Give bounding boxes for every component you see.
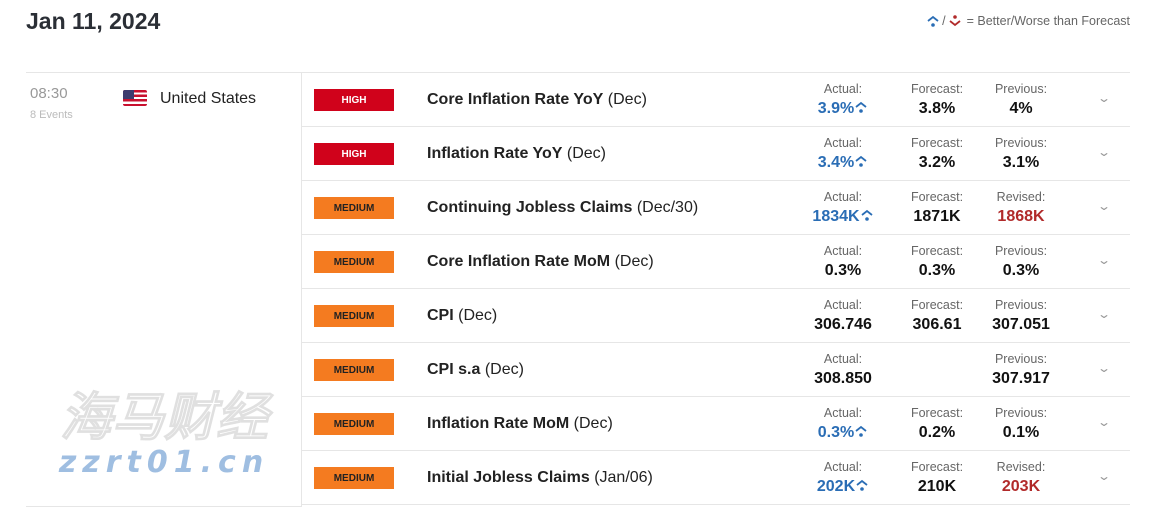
previous-col: Previous: 307.917 [976, 352, 1066, 388]
event-count: 8 Events [30, 109, 73, 121]
event-name[interactable]: Core Inflation Rate MoM (Dec) [427, 253, 654, 270]
previous-value: 3.1% [1002, 154, 1040, 171]
legend-text: = Better/Worse than Forecast [966, 14, 1130, 28]
legend: / = Better/Worse than Forecast [926, 14, 1130, 28]
forecast-value: 0.2% [918, 424, 956, 441]
chevron-down-icon[interactable]: ⌄ [1096, 415, 1112, 429]
forecast-value: 210K [917, 478, 957, 495]
event-row[interactable]: HIGH Inflation Rate YoY (Dec) Actual: 3.4… [302, 127, 1130, 181]
better-arrow-icon [855, 425, 867, 437]
actual-col: Actual: 3.4% [798, 136, 888, 172]
chevron-down-icon[interactable]: ⌄ [1096, 361, 1112, 375]
forecast-value: 0.3% [918, 262, 956, 279]
impact-badge: MEDIUM [314, 413, 394, 435]
event-name[interactable]: Inflation Rate MoM (Dec) [427, 415, 613, 432]
actual-value: 0.3% [817, 424, 855, 441]
actual-value: 202K [816, 478, 856, 495]
chevron-down-icon[interactable]: ⌄ [1096, 253, 1112, 267]
legend-separator: / [942, 14, 946, 28]
previous-col: Previous: 0.3% [976, 244, 1066, 280]
forecast-value: 3.2% [918, 154, 956, 171]
forecast-value: 3.8% [918, 100, 956, 117]
better-arrow-icon [927, 15, 939, 27]
impact-badge: MEDIUM [314, 251, 394, 273]
previous-value: 0.1% [1002, 424, 1040, 441]
forecast-col: Forecast: 306.61 [892, 298, 982, 334]
event-name[interactable]: Initial Jobless Claims (Jan/06) [427, 469, 653, 486]
better-arrow-icon [855, 101, 867, 113]
calendar-table: 08:30 8 Events United States HIGH Core I… [26, 72, 1130, 507]
event-name[interactable]: CPI (Dec) [427, 307, 498, 324]
actual-value: 0.3% [824, 262, 862, 279]
actual-col: Actual: 306.746 [814, 298, 872, 333]
actual-value: 306.746 [814, 316, 872, 333]
forecast-col: Forecast: 210K [892, 460, 982, 496]
event-row[interactable]: MEDIUM Inflation Rate MoM (Dec) Actual: 0… [302, 397, 1130, 451]
previous-col: Previous: 0.1% [976, 406, 1066, 442]
better-arrow-icon [856, 479, 868, 491]
worse-arrow-icon [949, 15, 961, 27]
actual-value: 3.4% [817, 154, 855, 171]
event-name[interactable]: CPI s.a (Dec) [427, 361, 524, 378]
us-flag-icon [123, 90, 147, 106]
previous-col: Previous: 3.1% [976, 136, 1066, 172]
chevron-down-icon[interactable]: ⌄ [1096, 145, 1112, 159]
forecast-col: Forecast: 0.2% [892, 406, 982, 442]
actual-value: 308.850 [814, 370, 872, 387]
event-row[interactable]: MEDIUM Initial Jobless Claims (Jan/06) A… [302, 451, 1130, 505]
event-row[interactable]: MEDIUM Continuing Jobless Claims (Dec/30… [302, 181, 1130, 235]
forecast-col: Forecast: 3.8% [892, 82, 982, 118]
chevron-down-icon[interactable]: ⌄ [1096, 199, 1112, 213]
impact-badge: HIGH [314, 89, 394, 111]
event-name[interactable]: Core Inflation Rate YoY (Dec) [427, 91, 647, 108]
event-row[interactable]: HIGH Core Inflation Rate YoY (Dec) Actua… [302, 73, 1130, 127]
event-row[interactable]: MEDIUM Core Inflation Rate MoM (Dec) Act… [302, 235, 1130, 289]
previous-value: 4% [1009, 100, 1033, 117]
actual-value: 3.9% [817, 100, 855, 117]
forecast-value: 306.61 [912, 316, 962, 333]
forecast-col: Forecast: 0.3% [892, 244, 982, 280]
previous-value: 1868K [997, 208, 1045, 225]
chevron-down-icon[interactable]: ⌄ [1096, 469, 1112, 483]
event-name[interactable]: Continuing Jobless Claims (Dec/30) [427, 199, 699, 216]
actual-col: Actual: 1834K [798, 190, 888, 226]
page-title: Jan 11, 2024 [26, 8, 161, 34]
forecast-col: Forecast: 3.2% [892, 136, 982, 172]
impact-badge: MEDIUM [314, 305, 394, 327]
previous-value: 307.051 [992, 316, 1050, 333]
previous-col: Revised: 203K [976, 460, 1066, 496]
actual-value: 1834K [812, 208, 860, 225]
event-rows: HIGH Core Inflation Rate YoY (Dec) Actua… [302, 73, 1130, 505]
better-arrow-icon [861, 209, 873, 221]
actual-col: Actual: 308.850 [814, 352, 872, 387]
actual-col: Actual: 202K [798, 460, 888, 496]
actual-col: Actual: 0.3% [798, 406, 888, 442]
previous-value: 307.917 [992, 370, 1050, 387]
forecast-col [892, 352, 982, 356]
actual-col: Actual: 0.3% [823, 244, 863, 279]
impact-badge: HIGH [314, 143, 394, 165]
forecast-col: Forecast: 1871K [892, 190, 982, 226]
previous-col: Revised: 1868K [976, 190, 1066, 226]
event-name[interactable]: Inflation Rate YoY (Dec) [427, 145, 606, 162]
previous-col: Previous: 4% [976, 82, 1066, 118]
chevron-down-icon[interactable]: ⌄ [1096, 91, 1112, 105]
previous-col: Previous: 307.051 [976, 298, 1066, 334]
previous-value: 203K [1001, 478, 1041, 495]
better-arrow-icon [855, 155, 867, 167]
impact-badge: MEDIUM [314, 467, 394, 489]
chevron-down-icon[interactable]: ⌄ [1096, 307, 1112, 321]
country-name: United States [160, 90, 257, 107]
previous-value: 0.3% [1002, 262, 1040, 279]
forecast-value: 1871K [913, 208, 961, 225]
impact-badge: MEDIUM [314, 197, 394, 219]
event-row[interactable]: MEDIUM CPI (Dec) Actual: 306.746 Forecast… [302, 289, 1130, 343]
event-group: 08:30 8 Events United States [26, 73, 302, 507]
actual-col: Actual: 3.9% [798, 82, 888, 118]
event-time: 08:30 [30, 85, 68, 102]
event-row[interactable]: MEDIUM CPI s.a (Dec) Actual: 308.850 Prev… [302, 343, 1130, 397]
impact-badge: MEDIUM [314, 359, 394, 381]
